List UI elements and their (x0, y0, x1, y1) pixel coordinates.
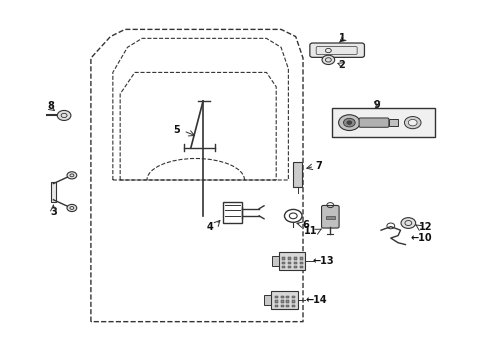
Bar (264, 295, 271, 305)
Text: 12: 12 (418, 222, 432, 232)
Bar (280, 296, 283, 298)
Bar (293, 266, 296, 268)
Bar (287, 262, 290, 264)
Bar (292, 305, 295, 307)
Bar (274, 296, 277, 298)
FancyBboxPatch shape (321, 206, 338, 228)
Bar (286, 301, 289, 303)
Text: 2: 2 (338, 60, 345, 70)
Text: 8: 8 (47, 102, 54, 112)
Text: ←14: ←14 (305, 295, 326, 305)
Bar (274, 305, 277, 307)
Bar (271, 256, 278, 266)
Bar (293, 262, 296, 264)
Bar (287, 266, 290, 268)
Bar (299, 257, 302, 260)
Bar (280, 305, 283, 307)
Bar (299, 266, 302, 268)
Circle shape (404, 117, 420, 129)
Circle shape (67, 172, 77, 179)
Text: 5: 5 (172, 125, 179, 135)
Bar (51, 182, 56, 202)
Circle shape (338, 115, 359, 131)
Text: 1: 1 (338, 33, 345, 43)
Circle shape (57, 111, 71, 121)
Circle shape (407, 120, 416, 126)
Text: 6: 6 (302, 220, 308, 230)
Text: ←13: ←13 (312, 256, 334, 266)
Bar (293, 257, 296, 260)
Text: 7: 7 (315, 161, 321, 171)
Bar (222, 202, 242, 223)
Bar (274, 301, 277, 303)
Bar (299, 262, 302, 264)
Bar (293, 162, 302, 187)
Circle shape (400, 218, 415, 228)
FancyBboxPatch shape (358, 118, 388, 127)
Bar (292, 301, 295, 303)
Bar (282, 262, 285, 264)
Bar (388, 119, 397, 126)
Bar (286, 296, 289, 298)
Bar (282, 257, 285, 260)
Text: ←10: ←10 (409, 233, 431, 243)
Bar (325, 216, 334, 220)
Bar (286, 305, 289, 307)
Bar (331, 108, 434, 137)
Text: 4: 4 (206, 222, 213, 231)
Bar (280, 301, 283, 303)
Bar (278, 252, 305, 270)
Circle shape (67, 204, 77, 212)
Text: 9: 9 (373, 100, 380, 110)
Bar (282, 266, 285, 268)
Circle shape (322, 55, 334, 64)
Bar (271, 291, 298, 309)
Circle shape (343, 118, 354, 127)
Circle shape (346, 121, 351, 125)
Text: 11: 11 (304, 226, 317, 236)
Bar (287, 257, 290, 260)
Text: 3: 3 (50, 207, 57, 217)
Bar (292, 296, 295, 298)
FancyBboxPatch shape (309, 43, 364, 57)
